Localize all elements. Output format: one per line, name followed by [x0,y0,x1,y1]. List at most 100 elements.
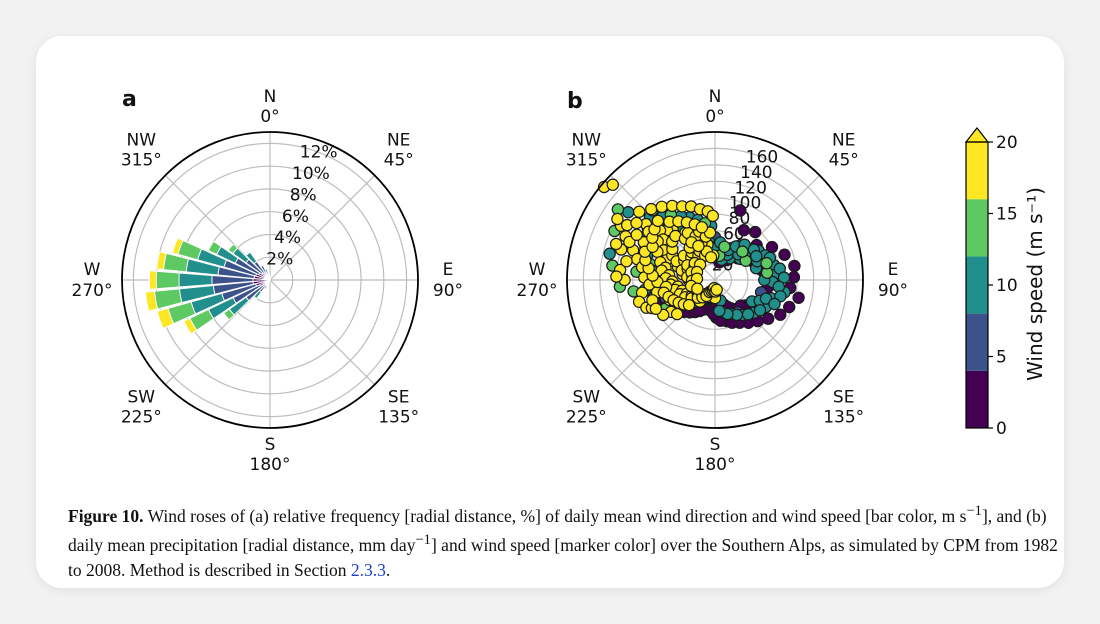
caption-text-1: Wind roses of (a) relative frequency [ra… [147,505,967,526]
precip-point [704,251,718,264]
precip-point [753,304,767,317]
panel-a-dir-n: N [264,87,277,107]
wind-bar-segment [264,268,270,276]
panel-b-deg-e: 90° [878,281,908,301]
wind-bar-segment [155,270,180,290]
panel-a-dir-ne: NE [387,130,410,150]
section-link[interactable]: 2.3.3 [350,559,386,580]
precip-point [749,225,762,239]
panel-a-deg-s: 180° [250,455,291,475]
panel-a-label: a [122,87,137,112]
precip-point [783,300,796,314]
wind-bar-segment [263,283,269,290]
precip-point [692,239,705,253]
panel-a-dir-w: W [84,260,101,280]
caption-sup-1: −1 [966,503,982,519]
colorbar-segment [966,370,988,428]
precip-point [645,202,658,216]
panel-a-deg-n: 0° [260,107,279,127]
panel-b-radial-tick: 140 [740,163,772,183]
panel-a-deg-se: 135° [378,408,419,428]
panel-a-outline [121,131,419,429]
panel-a-deg-e: 90° [433,281,463,301]
precip-point [706,209,720,223]
precip-point [609,237,623,251]
precip-point [682,298,696,312]
panel-a-ring [132,142,408,418]
precip-point [606,178,620,191]
panel-b-ring [599,164,831,396]
precip-point [741,308,755,321]
caption-text-3: ] and wind speed [marker color] over the… [68,535,1058,580]
wind-bar-segment [207,240,222,255]
wind-bar-segment [171,237,184,255]
panel-a-spoke [269,279,376,386]
panel-b-radial-tick: 160 [746,147,778,167]
precip-point [623,235,636,249]
colorbar-segment [966,199,988,257]
precip-point [734,204,747,217]
precip-point [651,214,665,228]
precip-point [777,271,791,284]
precip-point [710,283,723,296]
panel-a-spoke [269,174,376,281]
panel-b-spoke [714,279,821,386]
panel-a-radial-tick: 8% [290,185,317,205]
panel-b-radial-tick: 120 [734,178,766,198]
panel-a-dir-e: E [443,260,454,280]
precip-point [778,248,791,261]
panel-b-dir-n: N [709,87,722,107]
wind-bar-segment [156,307,175,329]
precip-point [630,228,643,241]
wind-bar-segment [227,243,239,255]
panel-a-deg-w: 270° [72,281,113,301]
panel-b-dir-ne: NE [832,130,855,150]
precip-point [610,270,623,283]
panel-a-bars [144,237,271,335]
colorbar-tick-label: 10 [996,276,1018,296]
panel-a-dir-se: SE [388,388,410,408]
colorbar: 0 5 10 15 20 Wind speed (m s⁻¹) [964,127,1047,439]
colorbar-segment [966,313,988,371]
precip-point [792,291,805,304]
colorbar-extend-arrow [964,127,990,143]
panel-a-radial-tick: 2% [266,250,293,270]
panel-b-dir-e: E [888,260,899,280]
caption-label: Figure 10. [68,505,144,526]
panel-b-deg-nw: 315° [566,150,607,170]
panel-b-dir-s: S [710,435,721,455]
panel-a-dir-sw: SW [127,388,155,408]
precip-point [768,297,781,311]
wind-bar-segment [223,308,235,321]
precip-point [774,308,787,321]
precip-point [622,205,635,219]
panel-b-deg-se: 135° [823,408,864,428]
panel-b-deg-sw: 225° [566,408,607,428]
wind-bar-segment [253,289,263,300]
colorbar-label: Wind speed (m s⁻¹) [1023,187,1047,381]
precip-point [649,302,663,315]
precip-point [611,212,624,226]
precip-point [718,240,731,253]
caption-text-2: ], and (b) daily mean precipitation [rad… [68,505,1047,556]
wind-bar-segment [178,272,213,288]
panel-a-radial-tick: 12% [300,143,338,163]
colorbar-tick-label: 15 [996,205,1018,225]
precip-point [620,255,633,268]
caption-sup-2: −1 [415,532,431,549]
panel-b-outline [566,131,864,429]
colorbar-tick-label: 5 [996,348,1007,368]
colorbar-tick-label: 20 [996,133,1018,153]
panel-a-dir-s: S [265,435,276,455]
wind-bar-segment [148,270,157,290]
colorbar-tick-label: 0 [996,419,1007,439]
precip-point [603,247,616,260]
panel-b-points [597,178,805,329]
panel-b-deg-ne: 45° [829,150,859,170]
precip-point [655,200,669,213]
precip-point [736,245,749,258]
precip-point [691,282,704,295]
panel-b-label: b [567,89,583,114]
